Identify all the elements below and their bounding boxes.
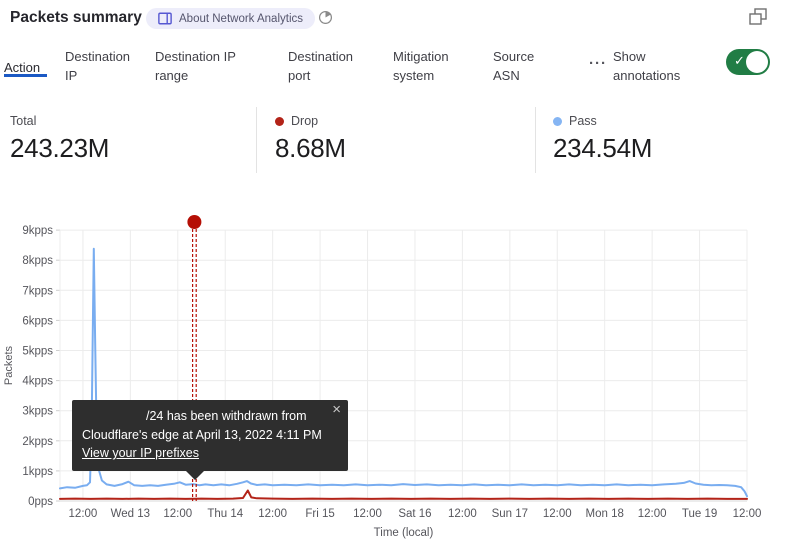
tab-destination-ip-range[interactable]: Destination IP range — [155, 49, 236, 83]
tooltip-line2: Cloudflare's edge at April 13, 2022 4:11… — [82, 427, 322, 442]
dimension-tabs: Action Destination IP Destination IP ran… — [0, 45, 785, 97]
stat-drop-label: Drop — [291, 114, 319, 128]
book-icon — [158, 12, 172, 25]
time-range-icon — [318, 10, 333, 25]
stat-divider — [535, 107, 536, 173]
svg-text:12:00: 12:00 — [638, 508, 667, 520]
svg-text:3kpps: 3kpps — [22, 406, 53, 418]
svg-text:12:00: 12:00 — [353, 508, 382, 520]
tooltip-line1: /24 has been withdrawn from — [146, 409, 307, 423]
svg-text:9kpps: 9kpps — [22, 225, 53, 237]
tooltip-caret — [186, 470, 204, 480]
svg-text:12:00: 12:00 — [733, 508, 762, 520]
stat-total-label: Total — [10, 114, 37, 128]
svg-text:Sun 17: Sun 17 — [492, 508, 528, 520]
series-drop — [59, 489, 748, 500]
tooltip-close-icon[interactable]: × — [332, 401, 341, 418]
more-tabs-button[interactable]: ··· — [589, 55, 607, 72]
x-axis-labels: 12:00 Wed 13 12:00 Thu 14 12:00 Fri 15 12:00 Sa… — [69, 508, 762, 520]
annotation-tooltip: × /24 has been withdrawn from Cloudflare… — [72, 400, 348, 480]
about-badge-label: About Network Analytics — [179, 12, 304, 25]
tab-action[interactable]: Action — [4, 60, 41, 75]
stat-divider — [256, 107, 257, 173]
stat-pass-label: Pass — [569, 114, 597, 128]
pass-legend-dot — [553, 116, 562, 126]
svg-text:1kpps: 1kpps — [22, 466, 53, 478]
toggle-check-icon: ✓ — [734, 53, 745, 68]
svg-text:6kpps: 6kpps — [22, 315, 53, 327]
svg-text:0pps: 0pps — [28, 496, 53, 508]
expand-window-icon[interactable] — [749, 8, 767, 25]
page-title: Packets summary — [10, 9, 142, 26]
svg-text:12:00: 12:00 — [163, 508, 192, 520]
svg-text:4kpps: 4kpps — [22, 376, 53, 388]
tab-source-asn[interactable]: Source ASN — [493, 49, 535, 83]
summary-stats: Total 243.23M Drop 8.68M Pass 234.54M — [0, 103, 785, 175]
svg-text:8kpps: 8kpps — [22, 255, 53, 267]
about-network-analytics-badge[interactable]: About Network Analytics — [146, 8, 316, 29]
svg-text:2kpps: 2kpps — [22, 436, 53, 448]
y-axis-labels: 0pps 1kpps 2kpps 3kpps 4kpps 5kpps 6kpps 7kpps 8… — [22, 225, 53, 508]
svg-text:12:00: 12:00 — [69, 508, 98, 520]
active-tab-underline — [4, 74, 47, 77]
tab-destination-port[interactable]: Destination port — [288, 49, 354, 83]
svg-text:Mon 18: Mon 18 — [586, 508, 624, 520]
annotation-dot[interactable] — [187, 215, 202, 229]
toggle-knob — [746, 51, 768, 73]
show-annotations-toggle[interactable]: ✓ — [726, 49, 770, 75]
svg-text:12:00: 12:00 — [258, 508, 287, 520]
svg-text:Wed 13: Wed 13 — [111, 508, 150, 520]
stat-total: Total 243.23M — [10, 103, 109, 164]
stat-drop: Drop 8.68M — [275, 103, 346, 164]
card-header: Packets summary About Network Analytics — [0, 0, 785, 40]
svg-text:7kpps: 7kpps — [22, 285, 53, 297]
svg-text:12:00: 12:00 — [448, 508, 477, 520]
svg-text:Sat 16: Sat 16 — [398, 508, 431, 520]
svg-text:5kpps: 5kpps — [22, 346, 53, 358]
stat-total-value: 243.23M — [10, 133, 110, 163]
svg-text:12:00: 12:00 — [543, 508, 572, 520]
drop-legend-dot — [275, 116, 284, 126]
view-ip-prefixes-link[interactable]: View your IP prefixes — [82, 446, 199, 460]
tab-mitigation-system[interactable]: Mitigation system — [393, 49, 449, 83]
series-pass — [59, 247, 748, 498]
svg-text:Fri 15: Fri 15 — [305, 508, 334, 520]
packets-chart[interactable]: 0pps 1kpps 2kpps 3kpps 4kpps 5kpps 6kpps 7kpps 8… — [0, 205, 785, 555]
x-axis-title: Time (local) — [374, 527, 434, 539]
y-axis-title: Packets — [3, 345, 15, 385]
stat-drop-value: 8.68M — [275, 133, 346, 163]
stat-pass-value: 234.54M — [553, 133, 653, 163]
chart-grid — [56, 229, 748, 502]
svg-text:Thu 14: Thu 14 — [207, 508, 243, 520]
show-annotations-label: Show annotations — [613, 49, 681, 83]
tab-destination-ip[interactable]: Destination IP — [65, 49, 131, 83]
svg-text:Tue 19: Tue 19 — [682, 508, 717, 520]
stat-pass: Pass 234.54M — [553, 103, 652, 164]
